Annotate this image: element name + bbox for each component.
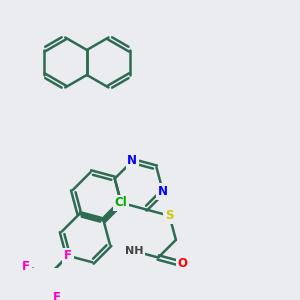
Text: O: O [177, 257, 188, 271]
Text: S: S [165, 209, 174, 222]
Text: N: N [128, 154, 137, 167]
Text: F: F [64, 249, 72, 262]
Text: F: F [53, 291, 61, 300]
Text: Cl: Cl [115, 196, 128, 209]
Text: NH: NH [125, 246, 143, 256]
Text: N: N [158, 185, 168, 198]
Text: F: F [22, 260, 30, 274]
